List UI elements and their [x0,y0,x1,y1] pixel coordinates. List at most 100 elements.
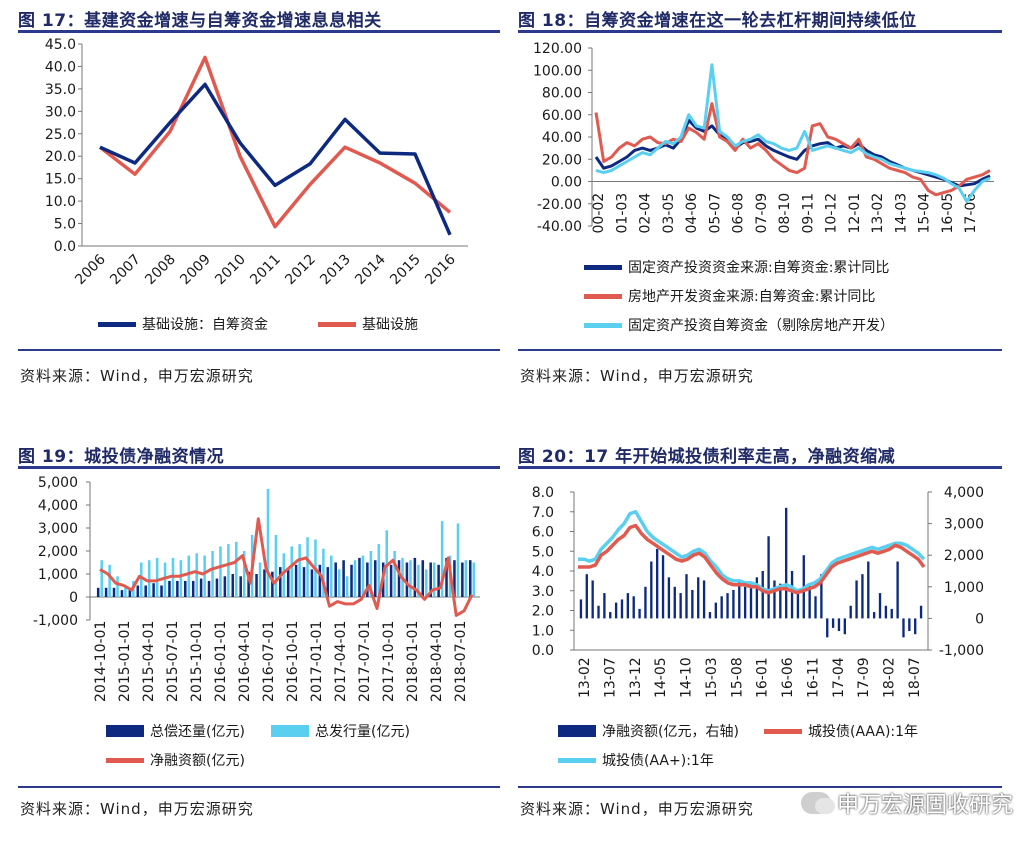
legend-swatch-navy [106,725,144,737]
x-tick-label: 04-06 [684,193,700,234]
bar-net-financing [738,580,741,619]
bar-repayment [144,585,147,597]
legend-label: 净融资额(亿元) [150,753,245,769]
bar-issuance [337,569,341,597]
bar-net-financing [650,561,653,619]
bar-repayment [302,567,306,597]
y-tick-label: 40.00 [542,130,582,146]
bar-net-financing [884,605,888,619]
x-tick-label: 15-08 [729,657,745,698]
bar-net-financing [767,536,770,619]
x-tick-label: 18-02 [882,657,898,698]
x-tick-label: 2017-10-01 [381,621,397,702]
x-tick-label: 2017-07-01 [357,621,373,702]
x-tick-label: 2012 [282,252,319,289]
x-tick-label: 2015 [387,252,424,289]
bar-repayment [461,562,464,597]
y-tick-label: 0 [69,590,78,606]
bar-issuance [155,557,159,597]
bar-repayment [374,560,377,597]
figure-18-chart: -40.00 -20.00 0.00 20.00 40.00 60.00 80.00 100.… [533,41,994,235]
bar-issuance [409,560,412,597]
bar-issuance [124,585,127,597]
bar-issuance [361,555,365,597]
bar-net-financing [638,608,641,619]
bar-net-financing [779,583,782,619]
bar-net-financing [749,583,753,619]
bar-issuance [417,564,420,597]
legend-swatch-cyan [271,725,309,737]
bar-net-financing [609,612,612,619]
x-tick-label: 2014-10-01 [93,621,109,702]
watermark-text: 申万宏源固收研究 [836,793,1013,818]
x-tick-label: 10-12 [824,193,840,234]
bar-repayment [334,562,337,597]
x-tick-label: 01-03 [614,193,630,234]
legend-label: 固定资产投资资金来源:自筹资金:累计同比 [628,260,890,276]
bar-net-financing [661,555,665,619]
legend-swatch-cyan [558,757,596,763]
figure-19-legend: 总偿还量(亿元) 总发行量(亿元) 净融资额(亿元) [106,721,496,773]
figure-17-panel: 图 17：基建资金增速与自筹资金增速息息相关 0.0 5.0 10.0 15.0 20.… [18,0,500,400]
right-tick-label: 0 [975,611,984,627]
bar-net-financing [673,586,676,619]
bar-net-financing [902,618,905,638]
y-tick-label: 0.00 [551,175,582,191]
wechat-icon [800,792,835,814]
legend-swatch-red [764,728,802,734]
legend-label: 净融资额(亿元，右轴) [602,724,739,740]
y-tick-label: 4,000 [38,498,78,514]
bar-issuance [290,546,293,597]
bar-issuance [235,541,238,597]
bar-repayment [152,583,155,597]
figure-18-panel: 图 18：自筹资金增速在这一轮去杠杆期间持续低位 -40.00 -20.00 0.0… [518,0,1002,400]
bar-net-financing [644,586,647,619]
legend-item-issuance: 总发行量(亿元) [271,721,410,741]
bar-net-financing [655,548,659,619]
watermark: 申万宏源固收研究 [800,787,1013,819]
bar-issuance [203,555,206,597]
bar-issuance [393,551,396,597]
bar-net-financing [720,596,723,619]
bar-net-financing [826,618,829,638]
y-tick-label: -40.00 [537,219,582,235]
bar-repayment [223,576,227,597]
x-tick-label: 17-04 [831,657,847,698]
bar-net-financing [591,580,594,619]
x-tick-label: 13-07 [602,657,618,698]
x-tick-label: 2016-01-01 [213,621,229,702]
x-tick-label: 14-05 [653,657,669,698]
x-tick-label: 2016-10-01 [285,621,301,702]
left-tick-label: 4.0 [532,564,554,580]
figure-20-panel: 图 20：17 年开始城投债利率走高，净融资缩减 0.0 1.0 2.0 3.0 4.0… [518,434,1002,834]
figure-20-chart: 0.0 1.0 2.0 3.0 4.0 5.0 6.0 7.0 8.0 -1,000 0 1,000 2… [532,485,984,698]
bar-issuance [322,548,325,597]
bar-repayment [389,564,393,597]
right-tick-label: 2,000 [944,548,984,564]
bar-net-financing [685,574,688,619]
bar-net-financing [679,593,682,619]
bar-net-financing [761,571,764,619]
x-tick-label: 13-02 [870,193,886,234]
bar-issuance [100,560,103,597]
x-tick-label: 16-11 [805,657,821,698]
figure-17-top-rule [18,30,500,33]
legend-item-aaplus-1y: 城投债(AA+):1年 [558,750,714,770]
x-tick-label: 2013 [317,252,354,289]
left-tick-label: 8.0 [532,485,554,501]
x-tick-label: 07-09 [754,193,770,234]
bar-net-financing [908,618,911,632]
x-tick-label: 2006 [72,251,109,288]
bar-issuance [116,576,119,597]
x-tick-label: 03-05 [661,193,677,234]
legend-label: 总偿还量(亿元) [150,724,245,740]
figure-17-chart: 0.0 5.0 10.0 15.0 20.0 25.0 30.0 35.0 40.0 45.0 20… [45,37,468,289]
right-tick-label: -1,000 [939,643,984,659]
x-tick-label: 2016-07-01 [261,621,277,702]
right-tick-label: 3,000 [944,517,984,533]
x-tick-label: 13-12 [628,657,644,698]
y-tick-label: 35.0 [45,82,76,98]
legend-swatch-red [106,757,144,763]
x-tick-label: 09-11 [800,193,816,234]
bar-net-financing [597,605,600,619]
